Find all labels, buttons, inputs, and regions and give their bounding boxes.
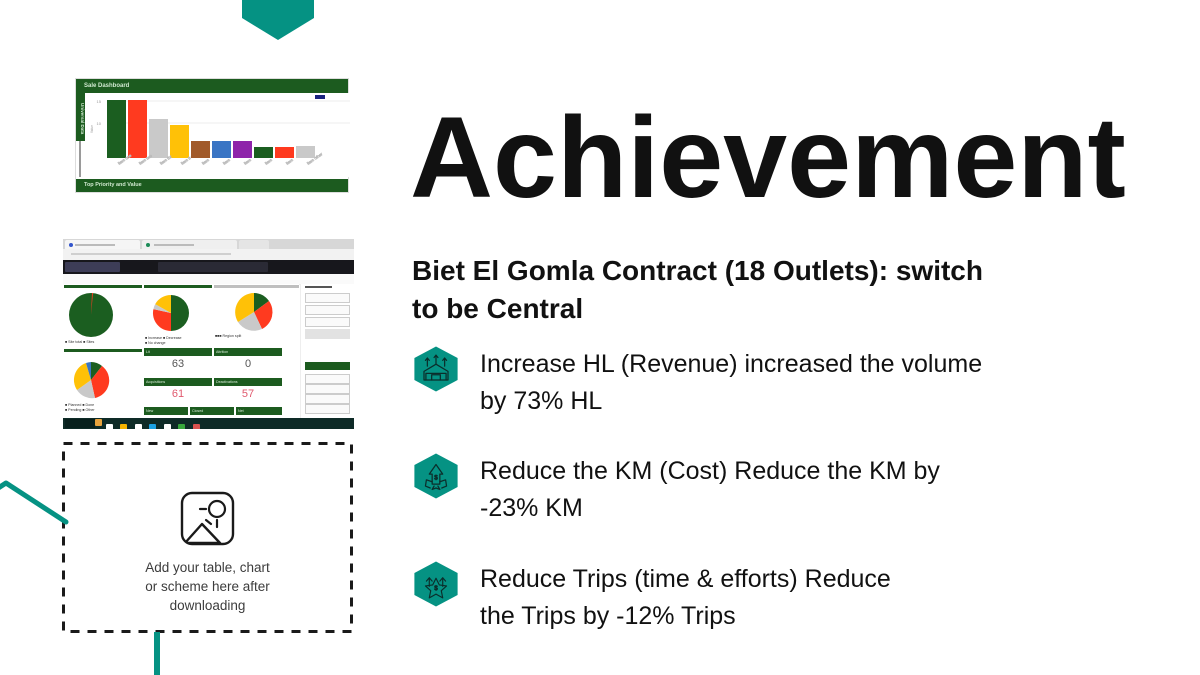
svg-text:■ Pending ■ Other: ■ Pending ■ Other bbox=[65, 408, 95, 412]
svg-text:$: $ bbox=[434, 585, 438, 592]
svg-text:Item: Item bbox=[285, 157, 295, 166]
svg-text:Item: Item bbox=[243, 157, 253, 166]
svg-text:■ No change: ■ No change bbox=[145, 341, 166, 345]
svg-text:15: 15 bbox=[97, 99, 102, 104]
svg-text:Item: Item bbox=[201, 157, 211, 166]
svg-text:■■■ Region split: ■■■ Region split bbox=[215, 334, 241, 338]
svg-text:$: $ bbox=[434, 474, 438, 481]
svg-text:Item: Item bbox=[264, 157, 274, 166]
svg-text:Item: Item bbox=[222, 157, 232, 166]
svg-text:■ Planned ■ Done: ■ Planned ■ Done bbox=[65, 403, 94, 407]
svg-text:■ Increase ■ Decrease: ■ Increase ■ Decrease bbox=[145, 336, 182, 340]
svg-text:10: 10 bbox=[97, 121, 102, 126]
svg-text:■ Site total ■ Sites: ■ Site total ■ Sites bbox=[65, 340, 95, 344]
svg-text:Value: Value bbox=[90, 125, 94, 133]
